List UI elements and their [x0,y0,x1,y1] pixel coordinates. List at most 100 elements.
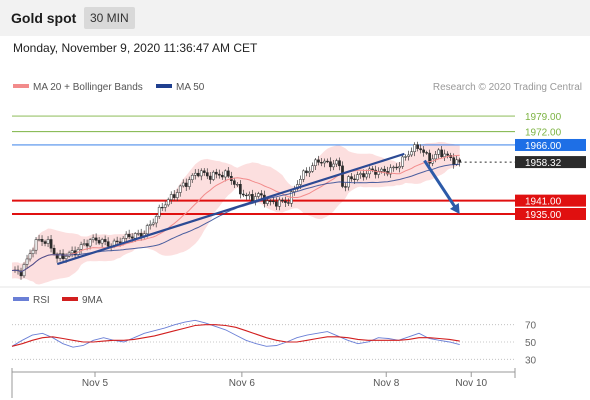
price-level-label-1: 1972.00 [525,128,562,139]
timeframe-badge[interactable]: 30 MIN [84,7,135,29]
candle-body [82,243,86,245]
candle-body [58,253,62,259]
candle-body [202,170,206,173]
candle-body [410,151,413,156]
candle-body [245,194,248,197]
price-levels [12,115,515,215]
chart-timestamp: Monday, November 9, 2020 11:36:47 AM CET [13,41,258,55]
candle-body [335,160,338,165]
candle-body [398,166,401,169]
candle-body [55,253,59,259]
candle-body [28,253,32,260]
ma20-legend-label: MA 20 + Bollinger Bands [33,82,143,93]
candle-body [157,206,161,217]
candle-body [37,239,41,241]
candle-body [115,240,119,243]
candle-body [407,154,410,157]
candle-body [169,194,173,200]
x-axis: Nov 5 Nov 6 Nov 8 Nov 10 [11,368,516,398]
candle-body [266,200,269,204]
candle-body [49,239,53,249]
candle-body [70,250,74,254]
candle-body [359,173,362,175]
candle-body [446,153,450,156]
candle-body [440,149,443,157]
candle-body [130,236,134,239]
price-level-label-4: 1941.00 [525,197,562,208]
trendline [56,152,405,266]
candle-body [332,163,335,168]
candle-body [374,169,377,175]
ma50-legend-label: MA 50 [176,82,205,93]
candle-body [338,160,341,167]
chart-overlays [11,152,460,273]
price-level-tag-5 [515,207,586,220]
candle-body [287,202,290,204]
candle-body [257,193,260,197]
candle-body [350,176,353,180]
candle-body [434,154,437,160]
candle-body [205,172,209,177]
price-legend: MA 20 + Bollinger Bands MA 50 Research ©… [13,82,582,93]
candle-body [311,165,314,172]
candle-body [404,156,407,158]
candle-body [344,186,347,188]
ma50-legend-swatch [156,84,172,88]
candle-body [371,168,374,171]
candle-body [88,239,92,247]
candle-body [106,241,110,247]
candle-body [154,216,158,224]
ma20-legend-swatch [13,84,29,88]
rsi-panel: 70 50 30 [11,319,537,366]
candle-body [365,173,368,178]
ma20-line [11,154,460,273]
candle-body [100,239,104,244]
candle-body [302,170,305,180]
price-level-label-5: 1935.00 [525,210,562,221]
candle-body [160,206,164,209]
candle-body [284,200,287,203]
candle-body [308,171,311,174]
header-bar: Gold spot 30 MIN [0,0,590,36]
candle-body [223,170,227,178]
candle-body [383,168,386,172]
price-level-label-2: 1966.00 [525,141,562,152]
candle-body [64,255,68,260]
x-tick-label-1: Nov 6 [229,378,256,389]
candle-body [269,200,272,202]
candle-body [419,148,422,151]
candle-body [127,233,131,238]
candle-body [232,180,236,185]
candle-body [275,201,278,207]
candle-body [196,172,200,177]
candle-body [52,247,56,255]
candle-body [187,179,191,187]
candle-body [208,175,212,180]
candle-body [299,179,302,185]
candle-body [79,244,83,250]
rsi-legend-label: RSI [33,295,50,306]
rsi-series-0 [11,319,460,348]
price-level-tag-2 [515,138,586,151]
candle-body [425,152,428,154]
candle-body [437,149,440,155]
candle-body [217,173,221,176]
rsi-series-1 [11,324,460,347]
candle-body [133,233,137,239]
candle-body [416,144,419,149]
candle-body [148,224,152,226]
candle-body [124,233,128,239]
candle-body [326,160,329,163]
candle-body [199,170,203,177]
candle-body [452,157,456,165]
candle-body [163,204,167,208]
candle-body [260,193,263,196]
candle-body [172,194,176,198]
rsi-tick-label-50: 50 [525,338,537,349]
candle-body [341,165,344,187]
candle-body [238,184,242,195]
candle-body [377,170,380,175]
candle-body [401,156,404,167]
candle-body [151,222,155,225]
